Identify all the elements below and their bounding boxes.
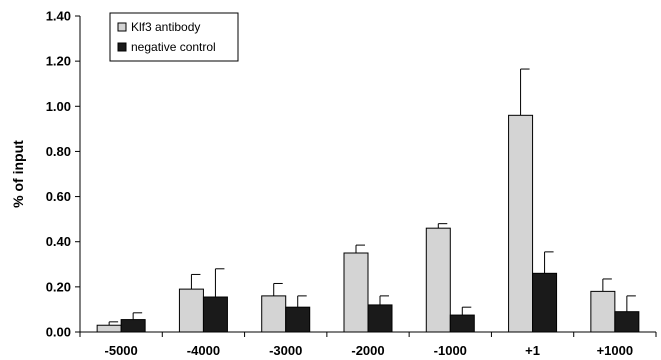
bar-negative-control <box>202 296 228 333</box>
y-tick-label: 1.00 <box>46 99 71 114</box>
bar-negative-control <box>120 319 146 333</box>
y-tick-label: 0.00 <box>46 325 71 340</box>
bar-klf3-antibody <box>178 288 204 333</box>
y-axis: 0.00 0.20 0.40 0.60 0.80 1.00 1.20 1.40 <box>46 9 81 340</box>
bar-negative-control <box>614 311 640 333</box>
x-axis: -5000 -4000 -3000 -2000 -1000 +1 +1000 <box>79 331 657 358</box>
x-tick-label: +1 <box>525 343 540 358</box>
legend-label-negative-control: negative control <box>131 40 216 54</box>
y-tick-label: 0.20 <box>46 279 71 294</box>
bar-negative-control <box>532 272 558 333</box>
y-tick-label: 0.40 <box>46 234 71 249</box>
x-tick-label: -3000 <box>269 343 302 358</box>
bar-klf3-antibody <box>425 227 451 333</box>
legend-swatch-negative-control <box>117 42 127 52</box>
x-tick-label: -4000 <box>187 343 220 358</box>
bar-klf3-antibody <box>590 290 616 333</box>
bar-klf3-antibody <box>343 252 369 333</box>
x-tick-label: +1000 <box>597 343 634 358</box>
bar-klf3-antibody <box>508 114 534 333</box>
y-tick-label: 0.60 <box>46 189 71 204</box>
bar-negative-control <box>367 304 393 333</box>
x-tick-label: -2000 <box>351 343 384 358</box>
y-tick-label: 1.20 <box>46 54 71 69</box>
error-bars <box>108 68 636 326</box>
legend-label-klf3: Klf3 antibody <box>131 20 200 34</box>
x-tick-label: -1000 <box>434 343 467 358</box>
y-tick-label: 1.40 <box>46 9 71 24</box>
bars <box>96 114 640 333</box>
y-axis-title: % of input <box>10 140 26 208</box>
bar-negative-control <box>449 314 475 333</box>
bar-negative-control <box>285 306 311 333</box>
legend-box <box>109 12 239 62</box>
x-tick-label: -5000 <box>105 343 138 358</box>
legend-swatch-klf3 <box>117 22 127 32</box>
bar-klf3-antibody <box>96 324 122 333</box>
legend: Klf3 antibody negative control <box>109 12 239 62</box>
y-tick-label: 0.80 <box>46 144 71 159</box>
bar-klf3-antibody <box>261 295 287 333</box>
